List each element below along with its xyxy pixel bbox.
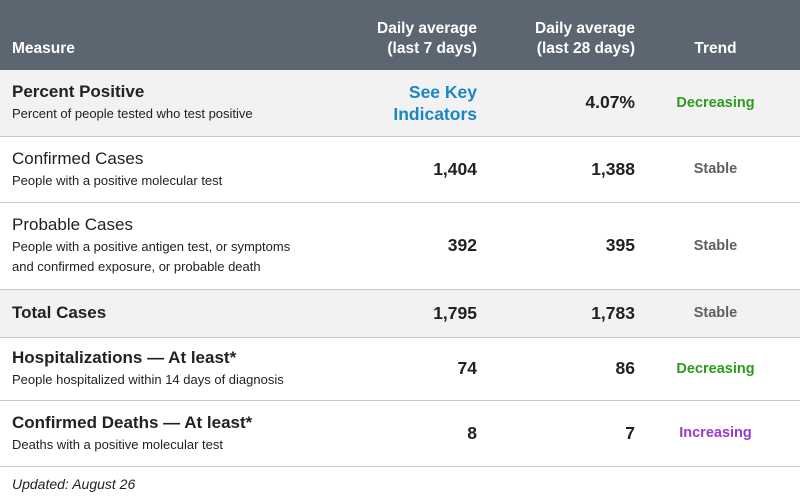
avg-7-value: 392 (447, 235, 477, 255)
measure-cell: Probable Cases People with a positive an… (0, 202, 322, 289)
row-total-cases: Total Cases 1,795 1,783 Stable (0, 289, 800, 337)
trend-badge: Decreasing (676, 360, 755, 377)
avg-28-value: 4.07% (585, 92, 635, 113)
trend-badge: Decreasing (676, 94, 755, 111)
avg-28-value: 7 (625, 422, 635, 443)
avg-7-value: 1,795 (433, 302, 477, 323)
updated-note: Updated: August 26 (12, 476, 136, 492)
metrics-table: Measure Daily average (last 7 days) Dail… (0, 0, 800, 466)
description-line2: and confirmed exposure, or probable deat… (12, 259, 261, 274)
header-avg-7-line2: (last 7 days) (387, 40, 477, 57)
measure-cell: Confirmed Deaths — At least* Deaths with… (0, 400, 322, 466)
trend-badge: Stable (693, 161, 738, 177)
header-avg-28-days: Daily average (last 28 days) (485, 0, 643, 70)
measure-cell: Confirmed Cases People with a positive m… (0, 136, 322, 202)
measure-description: Deaths with a positive molecular test (12, 436, 223, 452)
avg-28-value: 395 (605, 235, 635, 255)
header-avg-7-line1: Daily average (377, 20, 477, 37)
avg-28-value: 1,783 (591, 302, 635, 323)
avg-7-value: 8 (467, 422, 477, 443)
avg-28-value: 86 (615, 358, 635, 378)
header-trend: Trend (694, 40, 737, 57)
see-key-indicators-link[interactable]: See Key Indicators (322, 70, 485, 136)
measure-title: Total Cases (12, 303, 107, 322)
measure-description: Percent of people tested who test positi… (12, 106, 253, 122)
avg-28-value: 1,388 (591, 158, 635, 179)
measure-description: People hospitalized within 14 days of di… (12, 372, 284, 387)
table-header-row: Measure Daily average (last 7 days) Dail… (0, 0, 800, 70)
header-avg-28-line1: Daily average (535, 20, 635, 37)
row-confirmed-deaths: Confirmed Deaths — At least* Deaths with… (0, 400, 800, 466)
trend-badge: Stable (693, 305, 738, 321)
link-line2[interactable]: Indicators (393, 103, 477, 124)
header-measure: Measure (12, 40, 75, 57)
row-percent-positive: Percent Positive Percent of people teste… (0, 70, 800, 136)
row-probable-cases: Probable Cases People with a positive an… (0, 202, 800, 289)
row-confirmed-cases: Confirmed Cases People with a positive m… (0, 136, 800, 202)
measure-title: Probable Cases (12, 215, 133, 234)
measure-title: Confirmed Deaths — At least* (12, 412, 253, 432)
measure-title: Percent Positive (12, 82, 145, 102)
row-hospitalizations: Hospitalizations — At least* People hosp… (0, 337, 800, 400)
measure-cell: Total Cases (0, 289, 322, 337)
measure-title: Confirmed Cases (12, 148, 144, 168)
measure-description: People with a positive antigen test, or … (12, 237, 322, 277)
header-avg-28-line2: (last 28 days) (536, 40, 635, 57)
avg-7-value: 74 (457, 358, 477, 378)
measure-title: Hospitalizations — At least* (12, 348, 237, 367)
measure-cell: Hospitalizations — At least* People hosp… (0, 337, 322, 400)
description-line1: People with a positive antigen test, or … (12, 239, 291, 254)
link-line1[interactable]: See Key (408, 81, 477, 102)
header-avg-7-days: Daily average (last 7 days) (322, 0, 485, 70)
measure-description: People with a positive molecular test (12, 172, 223, 188)
trend-badge: Increasing (679, 425, 752, 441)
avg-7-value: 1,404 (433, 158, 477, 179)
trend-badge: Stable (693, 237, 738, 254)
measure-cell: Percent Positive Percent of people teste… (0, 70, 322, 136)
